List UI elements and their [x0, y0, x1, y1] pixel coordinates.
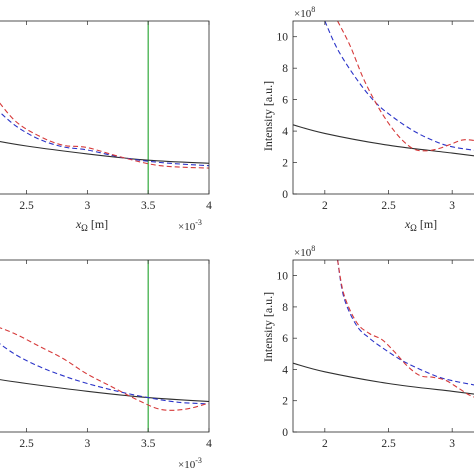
x-tick-label: 4: [206, 438, 212, 450]
x-tick-label: 2: [322, 438, 328, 450]
series-line-1: [324, 21, 474, 151]
axes-box: [0, 259, 210, 433]
x-tick-label: 3: [449, 438, 455, 450]
y-tick-label: 0: [282, 189, 288, 201]
series-line-0: [293, 362, 474, 395]
axes-box: [292, 20, 474, 195]
series-line-1: [0, 111, 209, 167]
series-line-1: [0, 343, 209, 405]
ylabel-top-right: Intensity [a.u.]: [261, 81, 275, 151]
series-line-1: [337, 260, 474, 386]
y-tick-label: 0: [282, 427, 288, 439]
y-tick-label: 4: [282, 126, 288, 138]
x-tick-label: 3.5: [141, 200, 156, 212]
series-line-0: [0, 141, 209, 164]
xlabel-top-right: xΩ [m]: [404, 217, 437, 233]
y-tick-label: 2: [282, 158, 288, 170]
panel-top-left: 2.5 3 3.5 4 xΩ [m] ×10-3: [0, 20, 212, 233]
y-tick-label: 10: [277, 32, 289, 44]
plot-area-bottom-left: [0, 260, 209, 432]
axes-box: [0, 20, 210, 195]
x-tick-label: 3: [84, 200, 90, 212]
yscale-bottom-right: ×108: [294, 244, 315, 259]
ylabel-bottom-right: Intensity [a.u.]: [261, 292, 275, 362]
y-tick-label: 2: [282, 396, 288, 408]
plot-area-top-left: [0, 21, 209, 194]
x-tick-label: 2.5: [19, 438, 34, 450]
series-line-2: [337, 21, 474, 152]
y-tick-label: 8: [282, 302, 288, 314]
y-tick-label: 10: [277, 271, 289, 283]
panel-bottom-left: 2.5 3 3.5 4 ×10-3: [0, 259, 212, 471]
series-line-2: [337, 260, 474, 398]
xlabel-top-left: xΩ [m]: [75, 217, 108, 233]
series-line-2: [0, 327, 209, 411]
y-tick-label: 4: [282, 364, 288, 376]
x-tick-label: 2: [322, 200, 328, 212]
plot-area-top-right: [293, 21, 474, 157]
plot-area-bottom-right: [293, 260, 474, 398]
x-tick-label: 2.5: [381, 200, 396, 212]
series-line-0: [0, 379, 209, 403]
xlabel-top-left-unit: [m]: [88, 217, 108, 231]
x-tick-label: 3.5: [141, 438, 156, 450]
y-tick-label: 6: [282, 333, 288, 345]
yscale-top-right: ×108: [294, 5, 315, 20]
series-line-2: [0, 102, 209, 169]
x-tick-label: 3: [84, 438, 90, 450]
series-line-0: [293, 124, 474, 157]
panel-top-right: 2 2.5 3 0 2 4 6 8 10 xΩ [m] Intensity [a.u.] ×1…: [261, 5, 474, 233]
axes-box: [292, 259, 474, 433]
y-tick-label: 6: [282, 95, 288, 107]
xscale-top-left: ×10-3: [178, 218, 202, 233]
y-tick-label: 8: [282, 63, 288, 75]
xscale-bottom-left: ×10-3: [178, 456, 202, 471]
x-tick-label: 2.5: [381, 438, 396, 450]
x-tick-label: 4: [206, 200, 212, 212]
x-tick-label: 2.5: [19, 200, 34, 212]
x-tick-label: 3: [449, 200, 455, 212]
panel-bottom-right: 2 2.5 3 0 2 4 6 8 10 Intensity [a.u.] ×108: [261, 244, 474, 450]
